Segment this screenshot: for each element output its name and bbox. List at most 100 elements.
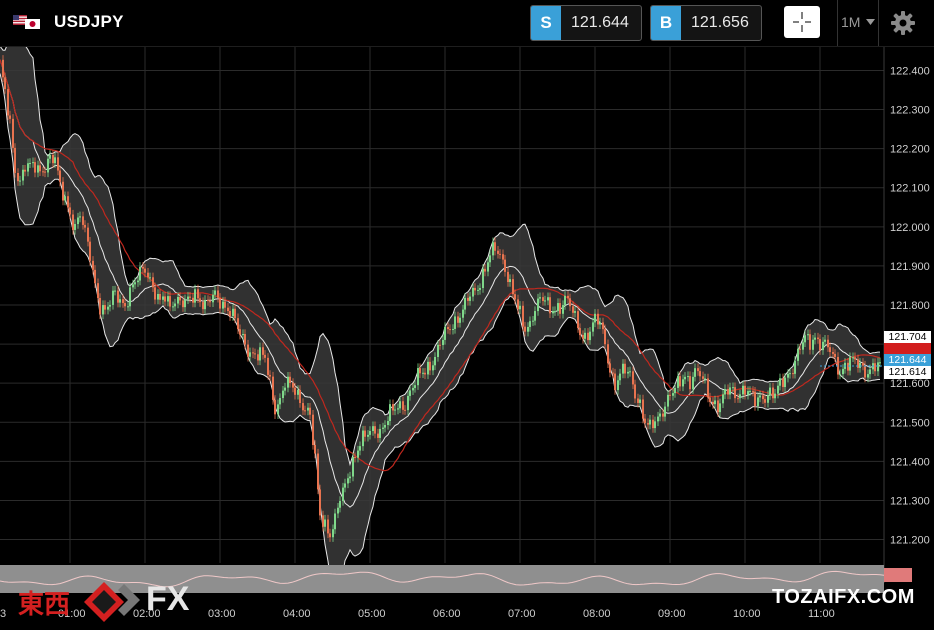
candle-body xyxy=(199,298,201,303)
candle-body xyxy=(399,401,401,409)
candle-body xyxy=(269,374,271,377)
candle-body xyxy=(864,365,866,378)
candle-body xyxy=(729,387,731,395)
candle-body xyxy=(534,311,536,321)
candle-body xyxy=(619,373,621,381)
candle-body xyxy=(284,387,286,391)
candle-body xyxy=(7,89,9,116)
candle-body xyxy=(29,162,31,164)
candle-body xyxy=(737,398,739,400)
candle-body xyxy=(257,354,259,361)
candle-body xyxy=(677,376,679,388)
candle-body xyxy=(519,305,521,310)
y-tick-label: 122.100 xyxy=(890,183,930,195)
candle-body xyxy=(769,387,771,396)
candle-body xyxy=(267,357,269,375)
candle-body xyxy=(14,147,16,173)
candle-body xyxy=(517,299,519,310)
candle-body xyxy=(567,295,569,299)
candle-body xyxy=(457,316,459,323)
candle-body xyxy=(182,300,184,308)
buy-price: 121.656 xyxy=(691,14,749,31)
candle-body xyxy=(254,353,256,355)
candle-body xyxy=(387,420,389,425)
candle-body xyxy=(622,363,624,374)
candle-body xyxy=(244,334,246,345)
crosshair-button[interactable] xyxy=(784,6,820,38)
candle-body xyxy=(587,332,589,341)
candle-body xyxy=(644,418,646,424)
candle-body xyxy=(539,297,541,299)
candle-body xyxy=(747,391,749,395)
candle-body xyxy=(369,431,371,435)
candle-body xyxy=(497,250,499,254)
indicator-pane xyxy=(0,565,884,593)
candle-body xyxy=(312,414,314,445)
y-tick-label: 121.800 xyxy=(890,300,930,312)
candle-body xyxy=(359,446,361,451)
candle-body xyxy=(584,332,586,339)
candle-body xyxy=(217,290,219,298)
buy-quote-button[interactable]: B 121.656 xyxy=(650,5,762,41)
candle-body xyxy=(507,271,509,283)
sell-quote-button[interactable]: S 121.644 xyxy=(530,5,642,41)
candle-body xyxy=(354,457,356,459)
candle-body xyxy=(154,287,156,300)
candle-body xyxy=(24,169,26,172)
candle-body xyxy=(152,277,154,288)
candle-body xyxy=(379,428,381,438)
candle-body xyxy=(672,393,674,396)
candle-body xyxy=(209,301,211,303)
gear-icon[interactable] xyxy=(890,10,916,36)
candle-body xyxy=(419,368,421,374)
candle-body xyxy=(122,299,124,304)
candle-body xyxy=(802,342,804,350)
candle-body xyxy=(232,308,234,317)
candle-body xyxy=(582,335,584,339)
candle-body xyxy=(84,224,86,228)
top-bar: USDJPY S 121.644 B 121.656 1M xyxy=(0,0,934,47)
candle-body xyxy=(17,172,19,182)
candle-body xyxy=(564,295,566,306)
candle-body xyxy=(849,357,851,371)
candle-body xyxy=(109,304,111,307)
candle-body xyxy=(604,329,606,345)
candle-body xyxy=(414,385,416,388)
candle-body xyxy=(207,299,209,302)
candle-body xyxy=(337,507,339,514)
candle-body xyxy=(159,293,161,300)
candle-body xyxy=(347,478,349,484)
x-axis-strip xyxy=(0,593,934,630)
candle-body xyxy=(657,416,659,422)
candle-body xyxy=(514,294,516,300)
candle-body xyxy=(374,426,376,434)
x-tick-label: 03:00 xyxy=(208,608,236,620)
candle-body xyxy=(632,371,634,385)
candle-body xyxy=(39,165,41,172)
candle-body xyxy=(62,181,64,201)
candle-body xyxy=(782,378,784,388)
candle-body xyxy=(447,327,449,330)
candle-body xyxy=(509,279,511,283)
candle-body xyxy=(707,378,709,398)
timeframe-selector[interactable]: 1M xyxy=(841,14,876,30)
candle-body xyxy=(719,403,721,413)
price-chart[interactable]: 122.400 122.300 122.200 122.100 122.000 121.9… xyxy=(0,47,934,630)
candle-body xyxy=(652,419,654,429)
candle-body xyxy=(807,334,809,336)
candle-body xyxy=(367,434,369,437)
currency-flags-icon xyxy=(13,15,40,29)
candle-body xyxy=(242,334,244,336)
candle-body xyxy=(164,296,166,302)
candle-body xyxy=(417,368,419,386)
candle-body xyxy=(174,303,176,307)
candle-body xyxy=(394,409,396,411)
candle-body xyxy=(867,374,869,378)
candle-body xyxy=(332,529,334,538)
candle-body xyxy=(832,352,834,354)
candle-body xyxy=(724,389,726,395)
candle-body xyxy=(614,373,616,391)
candle-body xyxy=(104,305,106,310)
candle-body xyxy=(559,303,561,314)
candle-body xyxy=(779,378,781,386)
